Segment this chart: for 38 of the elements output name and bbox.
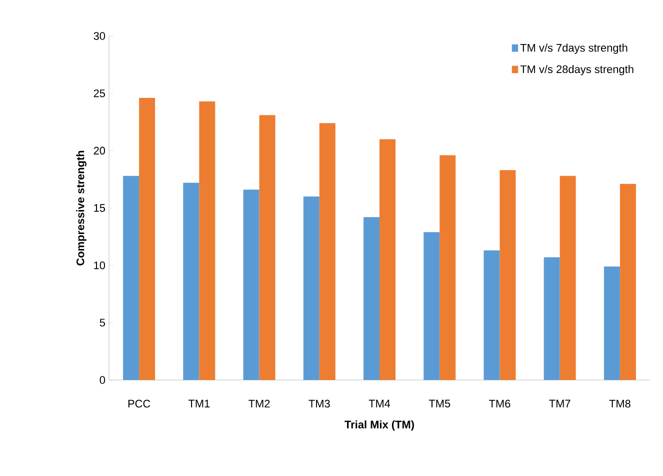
x-tick-label: TM4 [368, 400, 390, 408]
x-tick-label: TM8 [609, 400, 630, 408]
bar [484, 250, 500, 380]
bar [139, 98, 156, 380]
bar [319, 123, 336, 380]
bar [544, 257, 560, 380]
x-tick-label: TM3 [308, 400, 330, 408]
bar [620, 184, 636, 380]
legend-label: TM v/s 28days strength [520, 65, 634, 76]
bar [183, 182, 200, 380]
x-tick-label: TM6 [489, 400, 510, 408]
x-tick-label: PCC [128, 400, 150, 408]
y-tick-label: 10 [94, 261, 106, 270]
bar [364, 217, 380, 380]
y-tick-label: 15 [94, 204, 106, 212]
y-tick-label: 30 [94, 32, 106, 40]
bar [440, 155, 456, 380]
x-tick-label: TM5 [428, 400, 450, 408]
y-tick-label: 20 [94, 146, 106, 155]
x-tick-label: TM7 [549, 400, 570, 408]
x-axis-title: Trial Mix (TM) [344, 420, 414, 431]
bar [243, 190, 260, 380]
bar [560, 176, 576, 380]
bar [500, 170, 516, 380]
x-tick-label: TM2 [248, 400, 270, 408]
y-tick-label: 25 [94, 89, 106, 98]
bar [604, 266, 620, 380]
bar [123, 176, 140, 380]
y-axis-title: Compressive strength [76, 150, 86, 266]
y-tick-label: 5 [100, 318, 106, 326]
bar [380, 139, 396, 380]
legend-label: TM v/s 7days strength [520, 44, 628, 54]
y-tick-label: 0 [100, 376, 106, 384]
bar [199, 101, 216, 380]
bar [303, 196, 320, 380]
bar [259, 115, 276, 380]
x-tick-label: TM1 [188, 400, 210, 408]
bar [424, 232, 440, 380]
